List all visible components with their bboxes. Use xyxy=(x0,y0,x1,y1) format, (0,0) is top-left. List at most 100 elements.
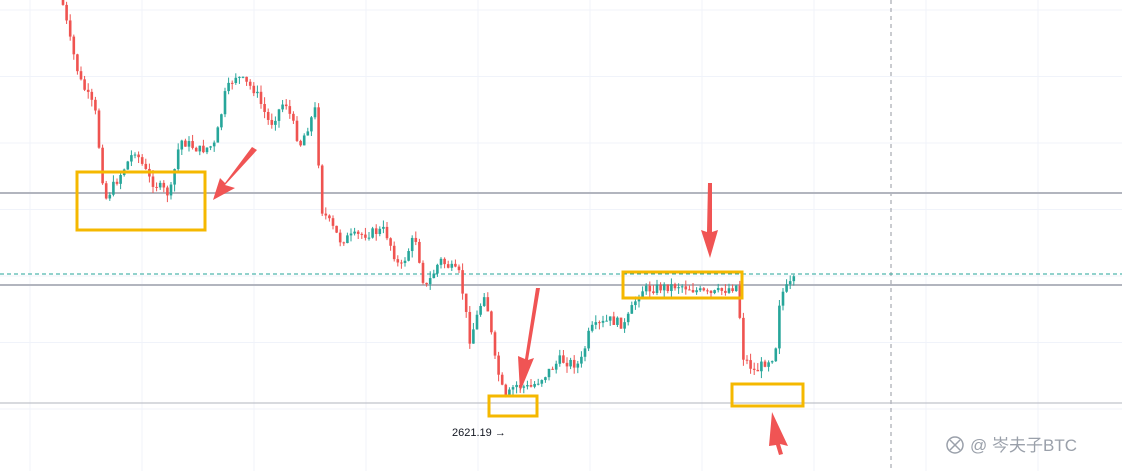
candle-body xyxy=(688,289,691,291)
candle-body xyxy=(76,54,79,72)
candle-body xyxy=(583,348,587,357)
candle-body xyxy=(781,291,785,306)
candle-body xyxy=(493,332,497,356)
highlight-box xyxy=(621,270,744,300)
watermark: @ 岑夫子BTC xyxy=(970,436,1077,455)
highlight-box xyxy=(487,394,539,418)
low-price-label: 2621.19 → xyxy=(452,427,506,439)
candle-body xyxy=(274,120,277,125)
candle-body xyxy=(403,260,407,263)
candle-body xyxy=(392,245,396,260)
candle-body xyxy=(198,145,202,152)
candle-body xyxy=(630,305,634,314)
candle-body xyxy=(601,320,605,323)
candle-body xyxy=(670,284,673,292)
candle-body xyxy=(760,361,763,372)
candle-body xyxy=(468,311,472,344)
candle-body xyxy=(497,355,500,375)
candle-body xyxy=(482,297,486,306)
candle-body xyxy=(176,149,180,170)
candle-body xyxy=(302,135,306,146)
candle-body xyxy=(680,286,684,288)
candle-body xyxy=(454,263,457,267)
candle-body xyxy=(529,385,533,387)
candle-body xyxy=(310,117,313,132)
candle-body xyxy=(61,0,65,5)
candle-body xyxy=(554,363,558,370)
candle-body xyxy=(238,76,241,78)
candle-body xyxy=(623,322,626,329)
candle-body xyxy=(227,82,230,92)
candle-body xyxy=(576,363,580,368)
candle-body xyxy=(677,287,680,289)
candle-body xyxy=(68,20,72,37)
candle-body xyxy=(205,147,209,153)
candle-body xyxy=(295,120,299,141)
candle-body xyxy=(590,324,594,331)
candle-body xyxy=(504,384,508,396)
arrow xyxy=(213,147,257,200)
candle-body xyxy=(662,284,666,291)
candle-body xyxy=(734,285,738,292)
candle-body xyxy=(716,288,720,291)
candle-body xyxy=(522,386,526,388)
candle-body xyxy=(367,237,371,239)
candle-body xyxy=(277,109,281,121)
candle-body xyxy=(666,284,670,292)
candle-body xyxy=(97,110,101,148)
arrows xyxy=(213,147,788,455)
candle-body xyxy=(256,91,259,94)
candle-body xyxy=(749,360,752,369)
candle-body xyxy=(536,383,540,385)
candle-body xyxy=(742,317,745,360)
candle-body xyxy=(770,361,774,363)
candle-body xyxy=(644,285,648,292)
candle-body xyxy=(306,131,310,136)
candle-body xyxy=(133,154,137,156)
candle-body xyxy=(270,119,274,125)
candle-body xyxy=(436,264,439,274)
candle-body xyxy=(472,329,475,344)
candle-body xyxy=(137,154,140,158)
candle-body xyxy=(594,322,598,325)
candle-body xyxy=(792,276,796,282)
candle-body xyxy=(346,235,349,244)
candle-body xyxy=(79,71,83,80)
candle-body xyxy=(464,293,468,312)
candle-body xyxy=(461,270,464,294)
candle-body xyxy=(202,145,205,153)
candle-body xyxy=(101,147,104,184)
candle-body xyxy=(292,113,295,121)
candle-body xyxy=(72,36,76,55)
candle-body xyxy=(245,76,248,82)
candle-body xyxy=(475,314,479,330)
candle-body xyxy=(684,286,688,290)
candle-body xyxy=(169,184,173,196)
candle-body xyxy=(342,242,346,244)
candle-body xyxy=(709,290,713,294)
candles xyxy=(61,0,796,398)
candle-body xyxy=(745,359,749,361)
candle-body xyxy=(115,181,119,184)
candle-body xyxy=(720,288,724,291)
candle-body xyxy=(328,215,331,219)
candle-body xyxy=(500,374,504,385)
candle-body xyxy=(364,234,367,238)
candle-body xyxy=(162,182,166,188)
candle-body xyxy=(634,301,637,306)
candle-body xyxy=(450,263,454,268)
candle-body xyxy=(266,111,270,120)
candle-body xyxy=(508,389,511,396)
candle-body xyxy=(144,163,148,169)
candle-body xyxy=(608,316,612,321)
candle-body xyxy=(281,104,284,110)
candle-body xyxy=(158,182,162,188)
candle-body xyxy=(299,140,302,146)
candle-body xyxy=(713,290,716,294)
candle-body xyxy=(774,348,778,362)
candle-body xyxy=(104,183,108,199)
candle-body xyxy=(414,237,418,242)
candle-body xyxy=(241,76,245,78)
candle-body xyxy=(724,290,727,293)
